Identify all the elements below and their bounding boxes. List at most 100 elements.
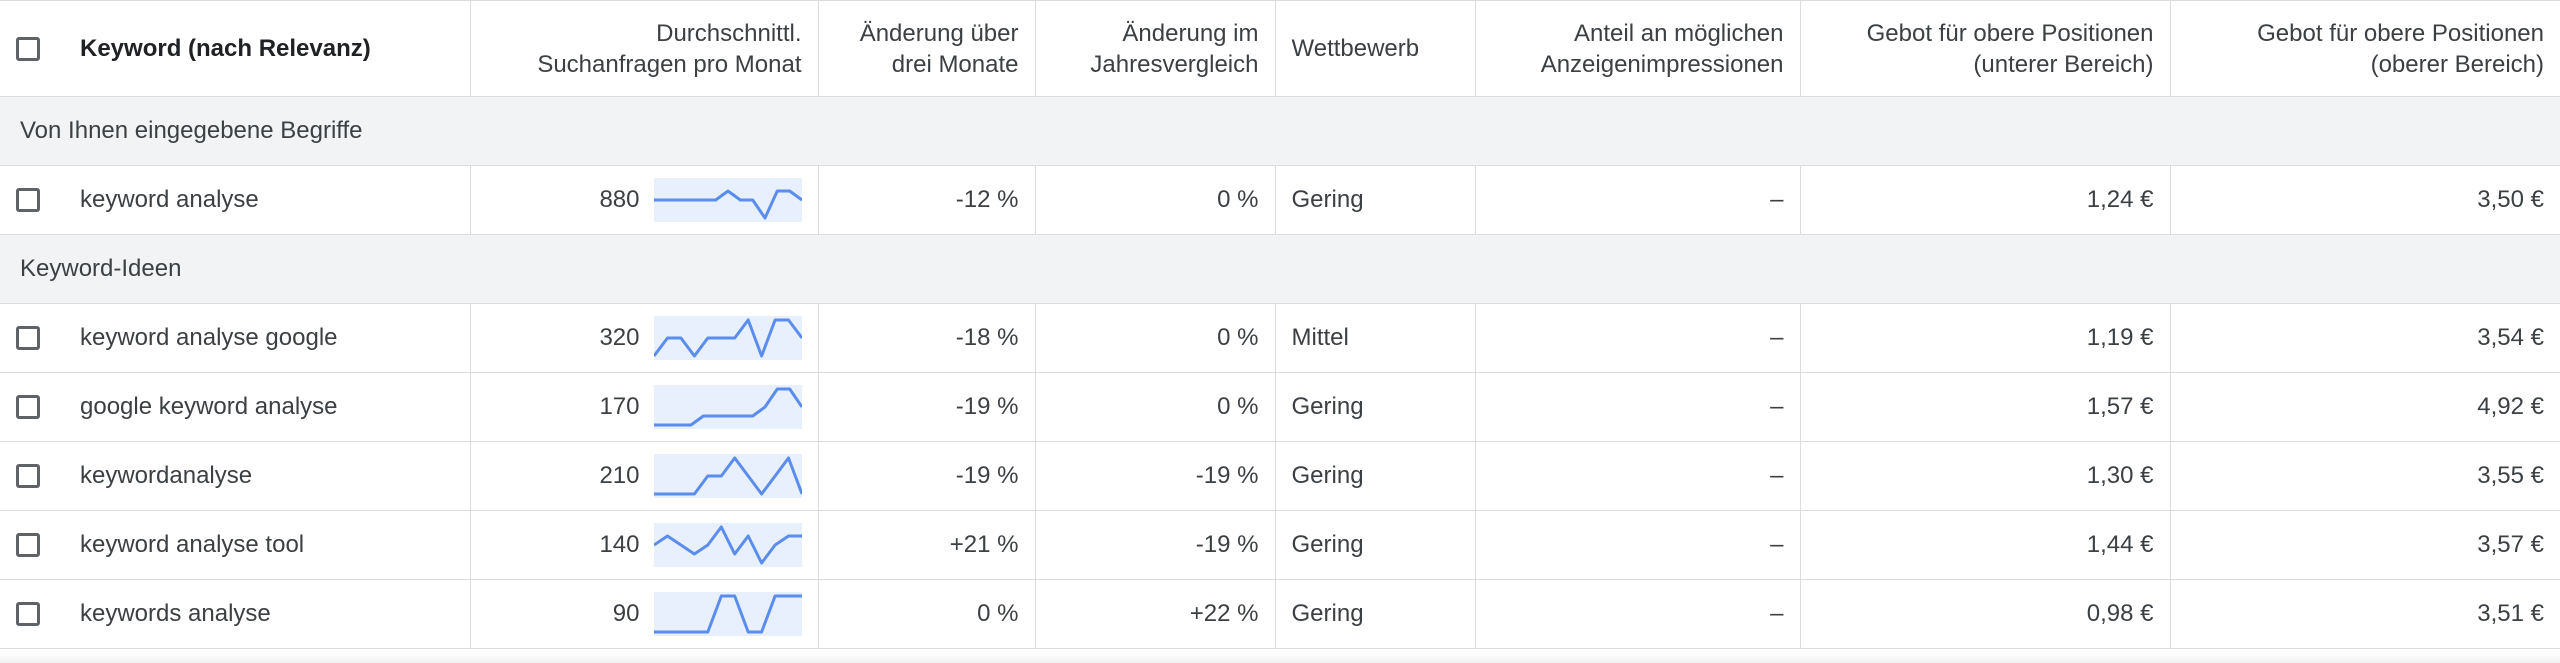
avg-searches-cell: 320	[470, 303, 819, 373]
header-bid-low[interactable]: Gebot für obere Positionen (unterer Bere…	[1800, 0, 2171, 97]
competition-cell: Mittel	[1275, 303, 1476, 373]
sparkline-line	[653, 456, 802, 496]
yoy-change-cell: +22 %	[1035, 579, 1276, 649]
bid-high-cell: 3,51 €	[2170, 579, 2560, 649]
keyword-text: keywordanalyse	[80, 462, 253, 489]
yoy-change-cell: 0 %	[1035, 372, 1276, 442]
keyword-text: keyword analyse	[80, 186, 259, 213]
sparkline-background	[653, 454, 802, 498]
sparkline-background	[653, 523, 802, 567]
group-label-entered: Von Ihnen eingegebene Begriffe	[0, 96, 2560, 166]
yoy-change-cell: 0 %	[1035, 303, 1276, 373]
keyword-cell: keyword analyse	[0, 165, 471, 235]
three-month-change-cell: +21 %	[818, 510, 1036, 580]
row-checkbox[interactable]	[16, 533, 40, 557]
sparkline-line	[653, 387, 802, 427]
bid-low-cell: 1,44 €	[1800, 510, 2171, 580]
keyword-ideas-table: Keyword (nach Relevanz) Durchschnittl. S…	[0, 0, 2560, 649]
trend-sparkline	[653, 592, 802, 636]
impression-share-cell: –	[1475, 441, 1801, 511]
header-bid-high[interactable]: Gebot für obere Positionen (oberer Berei…	[2170, 0, 2560, 97]
keyword-cell: keyword analyse google	[0, 303, 471, 373]
bid-low-cell: 1,57 €	[1800, 372, 2171, 442]
trend-sparkline	[653, 178, 802, 222]
select-all-checkbox[interactable]	[16, 36, 40, 61]
sparkline-line	[653, 318, 802, 358]
competition-cell: Gering	[1275, 510, 1476, 580]
impression-share-cell: –	[1475, 510, 1801, 580]
header-impression-share[interactable]: Anteil an möglichen Anzeigenimpressionen	[1475, 0, 1801, 97]
bid-high-cell: 3,57 €	[2170, 510, 2560, 580]
avg-searches-cell: 140	[470, 510, 819, 580]
competition-cell: Gering	[1275, 165, 1476, 235]
impression-share-cell: –	[1475, 579, 1801, 649]
header-yoy-change[interactable]: Änderung im Jahresvergleich	[1035, 0, 1276, 97]
avg-searches-value: 320	[599, 324, 640, 351]
trend-sparkline	[653, 385, 802, 429]
table-row[interactable]: keyword analyse 880 -12 % 0 % Gering –1,24 €3…	[0, 165, 2560, 235]
bid-high-cell: 3,55 €	[2170, 441, 2560, 511]
three-month-change-cell: -19 %	[818, 441, 1036, 511]
yoy-change-cell: -19 %	[1035, 441, 1276, 511]
competition-cell: Gering	[1275, 579, 1476, 649]
group-label-ideas: Keyword-Ideen	[0, 234, 2560, 304]
impression-share-cell: –	[1475, 372, 1801, 442]
bid-low-cell: 1,24 €	[1800, 165, 2171, 235]
bid-low-cell: 1,30 €	[1800, 441, 2171, 511]
row-checkbox[interactable]	[16, 464, 40, 488]
header-avg-searches[interactable]: Durchschnittl. Suchanfragen pro Monat	[470, 0, 819, 97]
row-checkbox[interactable]	[16, 602, 40, 626]
sparkline-line	[653, 189, 802, 220]
sparkline-line	[653, 594, 802, 634]
impression-share-cell: –	[1475, 165, 1801, 235]
yoy-change-cell: 0 %	[1035, 165, 1276, 235]
trend-sparkline	[653, 523, 802, 567]
bottom-scroll-shadow	[0, 653, 2560, 663]
bid-low-cell: 1,19 €	[1800, 303, 2171, 373]
avg-searches-value: 140	[599, 531, 640, 558]
bid-high-cell: 3,50 €	[2170, 165, 2560, 235]
keyword-text: keyword analyse tool	[80, 531, 305, 558]
group-row-entered: Von Ihnen eingegebene Begriffe	[0, 96, 2560, 166]
bid-low-cell: 0,98 €	[1800, 579, 2171, 649]
keyword-cell: keyword analyse tool	[0, 510, 471, 580]
row-checkbox[interactable]	[16, 326, 40, 350]
header-keyword-label: Keyword (nach Relevanz)	[80, 35, 371, 62]
avg-searches-value: 90	[612, 600, 640, 627]
table-row[interactable]: google keyword analyse 170 -19 % 0 % Gering –…	[0, 372, 2560, 442]
header-competition[interactable]: Wettbewerb	[1275, 0, 1476, 97]
table-row[interactable]: keyword analyse tool 140 +21 % -19 % Gering –…	[0, 510, 2560, 580]
three-month-change-cell: -19 %	[818, 372, 1036, 442]
group-row-ideas: Keyword-Ideen	[0, 234, 2560, 304]
competition-cell: Gering	[1275, 441, 1476, 511]
avg-searches-value: 210	[599, 462, 640, 489]
yoy-change-cell: -19 %	[1035, 510, 1276, 580]
avg-searches-cell: 170	[470, 372, 819, 442]
impression-share-cell: –	[1475, 303, 1801, 373]
avg-searches-cell: 90	[470, 579, 819, 649]
competition-cell: Gering	[1275, 372, 1476, 442]
three-month-change-cell: -12 %	[818, 165, 1036, 235]
table-row[interactable]: keywordanalyse 210 -19 % -19 % Gering –1,30 €…	[0, 441, 2560, 511]
table-header-row: Keyword (nach Relevanz) Durchschnittl. S…	[0, 0, 2560, 97]
keyword-text: keywords analyse	[80, 600, 271, 627]
keyword-cell: keywords analyse	[0, 579, 471, 649]
sparkline-background	[653, 592, 802, 636]
row-checkbox[interactable]	[16, 188, 40, 212]
header-three-month-change[interactable]: Änderung über drei Monate	[818, 0, 1036, 97]
avg-searches-cell: 880	[470, 165, 819, 235]
three-month-change-cell: 0 %	[818, 579, 1036, 649]
table-body: Von Ihnen eingegebene Begriffe keyword a…	[0, 96, 2560, 649]
three-month-change-cell: -18 %	[818, 303, 1036, 373]
table-row[interactable]: keywords analyse 90 0 % +22 % Gering –0,98 €3…	[0, 579, 2560, 649]
sparkline-background	[653, 385, 802, 429]
sparkline-line	[653, 525, 802, 565]
avg-searches-value: 880	[599, 186, 640, 213]
keyword-text: keyword analyse google	[80, 324, 338, 351]
avg-searches-cell: 210	[470, 441, 819, 511]
header-keyword[interactable]: Keyword (nach Relevanz)	[0, 0, 471, 97]
trend-sparkline	[653, 316, 802, 360]
row-checkbox[interactable]	[16, 395, 40, 419]
table-row[interactable]: keyword analyse google 320 -18 % 0 % Mittel –…	[0, 303, 2560, 373]
